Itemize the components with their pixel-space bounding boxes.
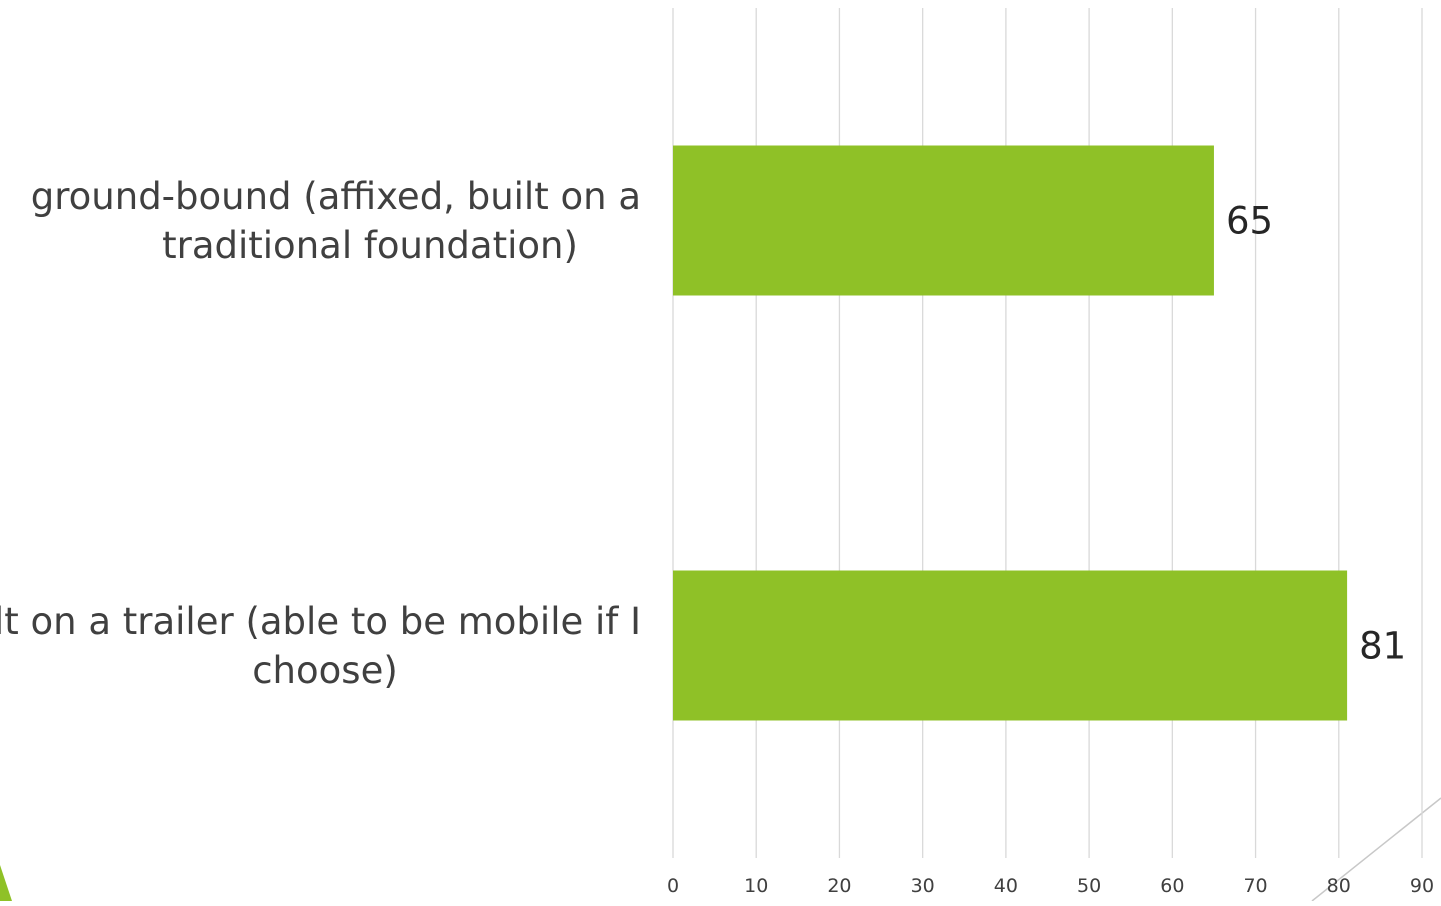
category-label: choose) <box>252 649 398 692</box>
category-label: built on a trailer (able to be mobile if… <box>0 600 641 643</box>
x-tick-label: 50 <box>1077 875 1101 897</box>
x-tick-label: 70 <box>1243 875 1267 897</box>
x-tick-label: 90 <box>1410 875 1434 897</box>
x-tick-label: 30 <box>911 875 935 897</box>
data-label: 81 <box>1359 625 1406 668</box>
labels: 0 10 20 30 40 50 60 70 80 90 65 ground-bound (affix… <box>0 175 1434 897</box>
x-tick-label: 60 <box>1160 875 1184 897</box>
x-tick-label: 10 <box>744 875 768 897</box>
gridlines <box>672 8 1423 858</box>
decorative-green-corner <box>0 865 12 901</box>
category-label: traditional foundation) <box>162 224 578 267</box>
x-tick-label: 40 <box>994 875 1018 897</box>
decorative-diagonal-line <box>1311 797 1441 902</box>
category-label: ground-bound (affixed, built on a <box>31 175 641 218</box>
bar <box>673 145 1214 296</box>
bar <box>673 570 1348 721</box>
x-tick-label: 20 <box>827 875 851 897</box>
data-label: 65 <box>1226 200 1273 243</box>
x-tick-label: 0 <box>667 875 679 897</box>
x-tick-label: 80 <box>1327 875 1351 897</box>
bars <box>673 145 1348 721</box>
